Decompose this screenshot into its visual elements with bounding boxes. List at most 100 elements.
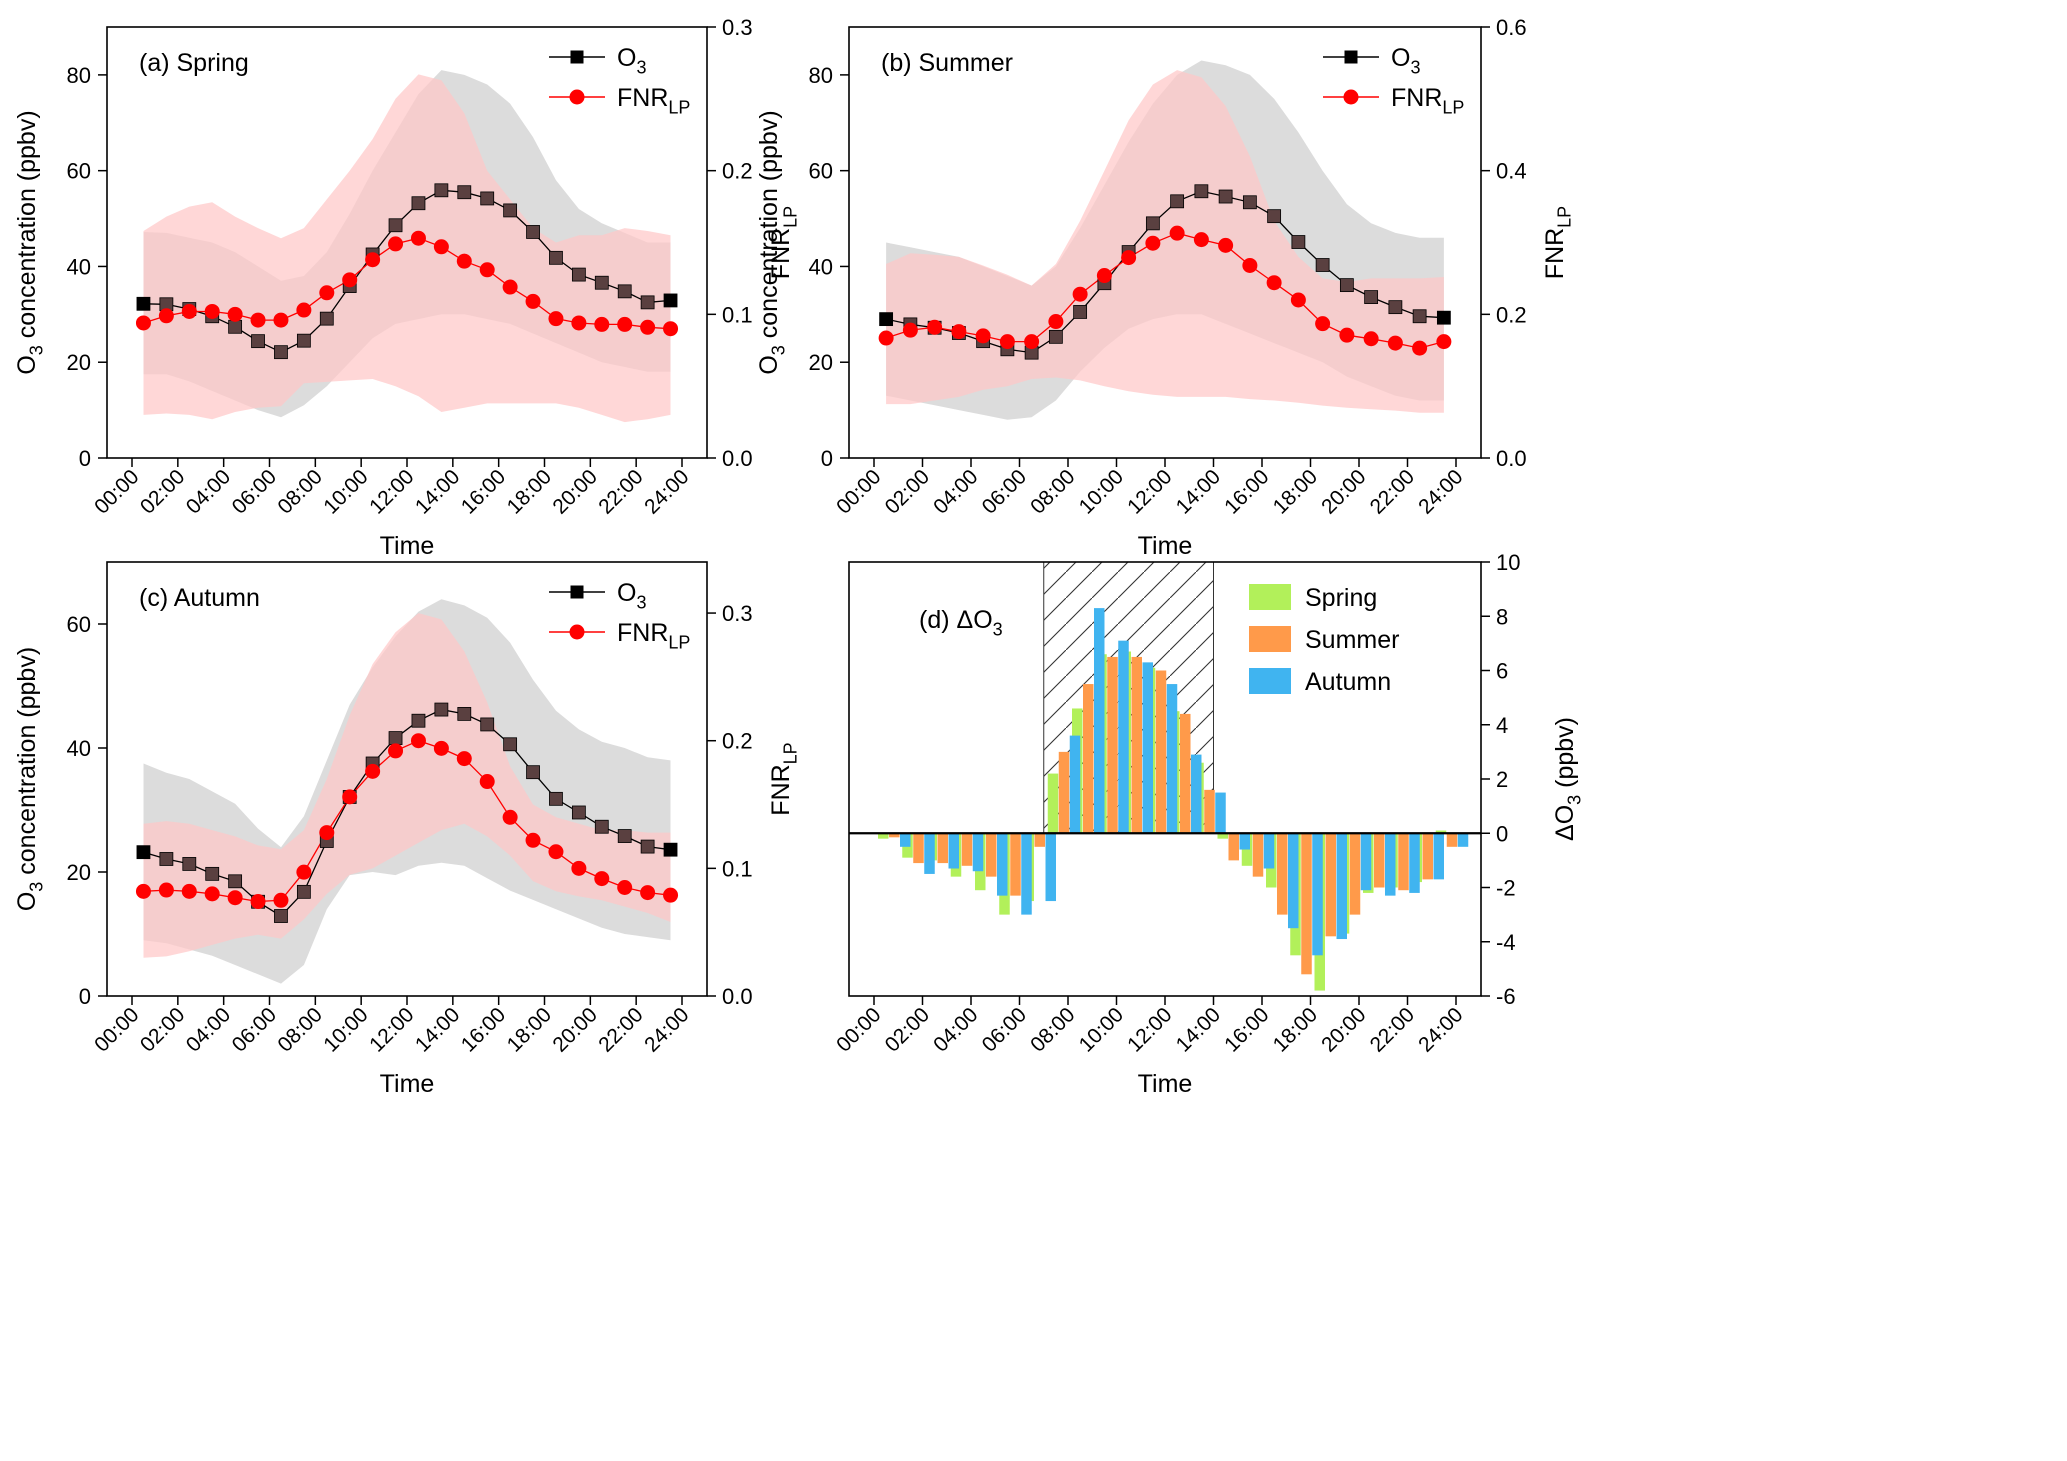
o3-data-point <box>251 334 265 349</box>
autumn-bar <box>1360 833 1372 891</box>
x-tick-label: 00:00 <box>832 1003 885 1056</box>
y-tick-label: 20 <box>67 860 91 885</box>
y-tick-label: 40 <box>809 254 833 279</box>
x-tick-label: 22:00 <box>1366 465 1419 518</box>
fnr-data-point <box>410 230 426 246</box>
x-tick-label: 10:00 <box>1075 1003 1128 1056</box>
legend-o3-label-main: O <box>1391 44 1410 72</box>
legend-fnr-label-main: FNR <box>617 619 668 647</box>
autumn-bar <box>1385 833 1396 896</box>
fnr-data-point <box>250 894 266 910</box>
fnr-data-point <box>548 844 564 860</box>
y2-axis-title: ΔO3 (ppbv) <box>1551 717 1585 841</box>
y-tick-label: 20 <box>67 350 91 375</box>
fnr-data-point <box>433 239 449 255</box>
legend-fnr-label: FNRLP <box>617 619 690 653</box>
panel-d-delta-o3-chart: -6 -4 -2 0 2 4 6 8 10 00:0002:0004:0006:0008:0010… <box>832 550 1584 1098</box>
y2-tick-label: 0.1 <box>722 302 753 327</box>
fnr-data-point <box>227 890 243 906</box>
y-tick-label: 0 <box>821 446 833 471</box>
x-tick-label: 04:00 <box>929 1003 982 1056</box>
x-tick-label: 24:00 <box>640 465 693 518</box>
fnr-data-point <box>1193 232 1209 248</box>
y-axis-title-main: O <box>755 355 783 374</box>
y-axis-title-sub: 3 <box>27 345 47 355</box>
x-tick-label: 16:00 <box>1220 465 1273 518</box>
legend-fnr-label-main: FNR <box>1391 84 1442 112</box>
x-tick-label: 14:00 <box>411 465 464 518</box>
summer-bar <box>1155 670 1167 834</box>
y-tick-label: 60 <box>67 612 91 637</box>
y2-tick-label: -2 <box>1496 876 1516 901</box>
fnr-data-point <box>1048 314 1064 330</box>
o3-data-point <box>411 713 426 728</box>
o3-data-point <box>663 842 678 857</box>
summer-bar <box>1228 833 1239 861</box>
y2-tick-label: 0.2 <box>1496 302 1527 327</box>
y2-axis-title: FNRLP <box>767 742 801 815</box>
autumn-bar <box>1215 792 1226 834</box>
x-tick-label: 02:00 <box>881 1003 934 1056</box>
y2-tick-label: 4 <box>1496 713 1508 738</box>
y2-axis-title: FNRLP <box>1541 206 1575 279</box>
legend-summer-label: Summer <box>1305 626 1399 654</box>
x-tick-label: 14:00 <box>1172 465 1225 518</box>
fnr-data-point <box>617 316 633 332</box>
o3-data-point <box>640 295 655 310</box>
x-tick-label: 18:00 <box>503 465 556 518</box>
x-tick-label: 08:00 <box>1026 465 1079 518</box>
fnr-data-point <box>502 809 518 825</box>
o3-data-point <box>503 737 518 752</box>
legend-fnr-marker <box>569 624 585 640</box>
legend-fnr-label: FNRLP <box>617 84 690 118</box>
fnr-data-point <box>975 328 991 344</box>
summer-bar <box>986 833 997 877</box>
fnr-data-point <box>1266 275 1282 291</box>
y2-axis-title-main: FNR <box>767 228 795 279</box>
legend-o3-label-sub: 3 <box>636 58 646 78</box>
autumn-bar <box>1069 735 1081 834</box>
o3-data-point <box>549 791 563 806</box>
fnr-data-point <box>135 883 151 899</box>
o3-data-point <box>480 191 495 206</box>
x-tick-label: 12:00 <box>1123 465 1176 518</box>
y2-tick-label: 0 <box>1496 821 1508 846</box>
spring-bar <box>1435 830 1447 834</box>
autumn-bar <box>1118 640 1129 834</box>
y-axis-title: O3 concentration (ppbv) <box>13 647 47 911</box>
legend-fnr-label-sub: LP <box>1442 98 1464 118</box>
fnr-data-point <box>319 285 335 301</box>
o3-data-point <box>296 333 311 348</box>
y-tick-label: 60 <box>809 159 833 184</box>
spring-bar <box>1047 773 1059 834</box>
summer-bar <box>1374 833 1385 888</box>
autumn-bar <box>1239 833 1250 850</box>
o3-data-point <box>1339 278 1354 293</box>
fnr-data-point <box>663 887 679 903</box>
summer-bar <box>1034 833 1045 847</box>
y-tick-label: 60 <box>67 159 91 184</box>
x-tick-label: 12:00 <box>365 465 418 518</box>
autumn-bar <box>1457 833 1469 847</box>
x-tick-label: 20:00 <box>1317 1003 1370 1056</box>
y2-axis-title-sub: LP <box>781 742 801 764</box>
fnr-data-point <box>135 315 151 331</box>
panel-label-sub: 3 <box>993 620 1003 640</box>
legend-o3-label: O3 <box>617 44 646 78</box>
fnr-data-point <box>296 302 312 318</box>
fnr-data-point <box>273 312 289 328</box>
fnr-data-point <box>479 262 495 278</box>
y-axis-title: O3 concentration (ppbv) <box>13 110 47 374</box>
legend-o3-label: O3 <box>1391 44 1420 78</box>
x-tick-label: 20:00 <box>548 465 601 518</box>
legend-spring-swatch <box>1249 584 1291 610</box>
fnr-data-point <box>158 308 174 324</box>
fnr-data-point <box>1339 327 1355 343</box>
fnr-data-point <box>456 751 472 767</box>
o3-data-point <box>159 852 174 866</box>
y2-axis-title-sub: LP <box>1555 206 1575 228</box>
fnr-data-point <box>1218 237 1234 253</box>
summer-bar <box>1422 833 1433 880</box>
summer-bar <box>1325 833 1336 937</box>
fnr-data-point <box>456 253 472 269</box>
